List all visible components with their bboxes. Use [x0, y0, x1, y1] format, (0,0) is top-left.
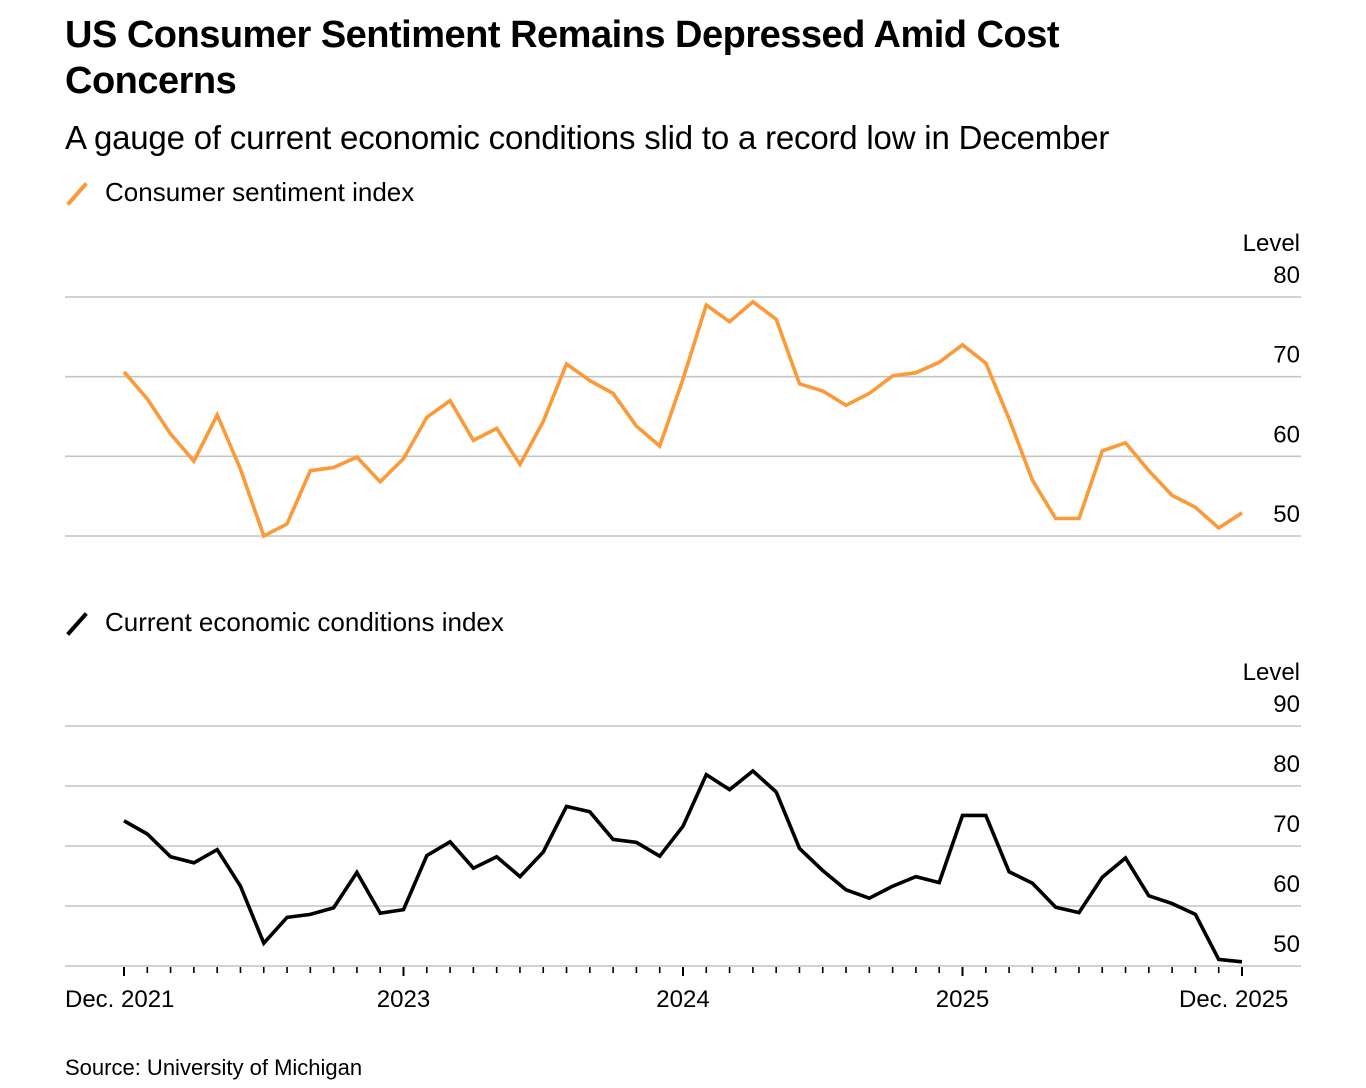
legend-label: Current economic conditions index [105, 607, 504, 637]
y-tick-label-90: 90 [1273, 691, 1300, 718]
y-axis-unit-label: Level [1243, 659, 1300, 686]
legend-consumer-sentiment: Consumer sentiment index [65, 176, 414, 208]
orange-line-swatch-icon [65, 177, 95, 207]
source-note: Source: University of Michigan [65, 1055, 363, 1080]
legend-current-conditions: Current economic conditions index [65, 606, 504, 638]
legend-label: Consumer sentiment index [105, 177, 415, 207]
x-tick-label: Dec. 2021 [65, 986, 174, 1013]
y-tick-label-80: 80 [1273, 262, 1300, 289]
x-tick-label: Dec. 2025 [1179, 986, 1288, 1013]
y-tick-label-50: 50 [1273, 931, 1300, 958]
y-tick-label-50: 50 [1273, 501, 1300, 528]
y-tick-label-60: 60 [1273, 871, 1300, 898]
x-tick-label: 2024 [656, 986, 709, 1013]
black-line-swatch-icon [65, 607, 95, 637]
y-tick-label-80: 80 [1273, 751, 1300, 778]
x-tick-label: 2023 [377, 986, 430, 1013]
sentiment-series-line [122, 299, 1243, 539]
y-tick-label-70: 70 [1273, 342, 1300, 369]
y-axis-unit-label: Level [1243, 230, 1300, 257]
chart-subtitle: A gauge of current economic conditions s… [65, 119, 1110, 156]
y-tick-label-60: 60 [1273, 421, 1300, 448]
x-tick-label: 2025 [936, 986, 989, 1013]
y-tick-label-70: 70 [1273, 811, 1300, 838]
chart-title: US Consumer Sentiment Remains Depressed … [65, 14, 1060, 102]
conditions-series-line [123, 768, 1243, 964]
